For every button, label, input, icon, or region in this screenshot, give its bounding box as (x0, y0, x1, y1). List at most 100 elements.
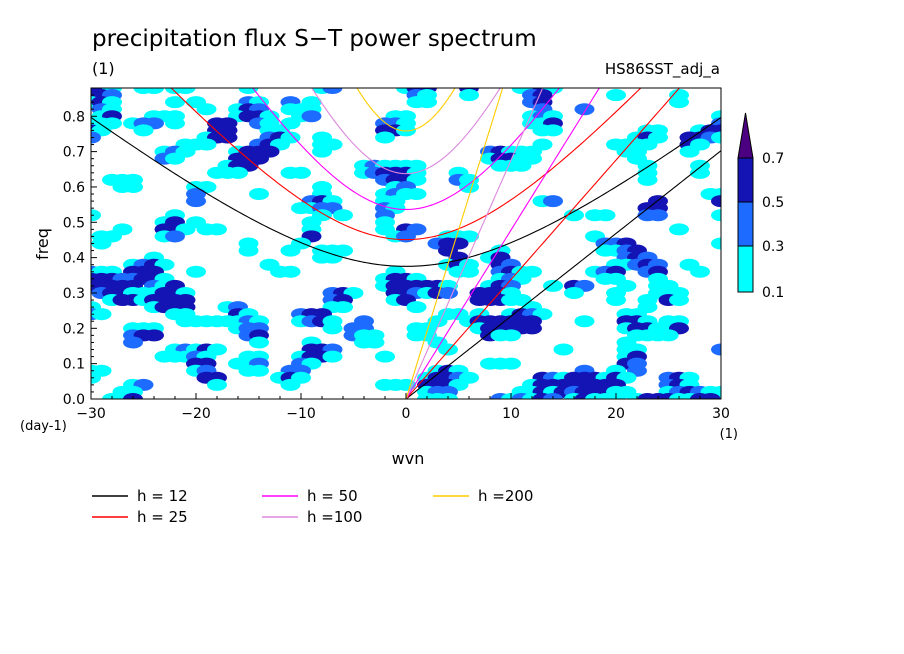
colorbar-arrow (737, 112, 754, 159)
kelvin-curve (405, 150, 721, 399)
x-axis-label: wvn (392, 449, 425, 468)
contour-cell (91, 371, 101, 384)
x-tick-label: −10 (286, 406, 316, 422)
contour-cell (438, 286, 458, 299)
chart-subtitle-left: (1) (92, 59, 115, 78)
contour-cell (459, 89, 479, 102)
colorbar-segment (737, 245, 754, 293)
x-axis: −30 −20 −10 0 10 20 30 (76, 393, 730, 422)
contour-cell (364, 336, 385, 349)
contour-cell (543, 279, 563, 292)
contour-cell (543, 392, 563, 399)
inertia-gravity-curve (170, 88, 642, 241)
contour-cell (690, 265, 710, 278)
x-tick-label: 10 (502, 406, 520, 422)
contour-cell (165, 230, 185, 243)
colorbar-label: 0.7 (762, 151, 784, 167)
contour-cell (133, 124, 154, 137)
contour-cell (711, 237, 721, 250)
y-axis: 0.0 0.1 0.2 0.3 0.4 0.5 0.6 0.7 0.8 (63, 94, 97, 408)
contour-cell (396, 230, 416, 243)
legend-entry: h = 25 (137, 508, 188, 526)
contour-cell (679, 145, 700, 158)
y-tick-label: 0.8 (63, 109, 85, 125)
y-tick-label: 0.2 (63, 321, 85, 337)
contour-cell (91, 209, 101, 222)
inertia-gravity-curve (356, 88, 456, 132)
colorbar-label: 0.1 (762, 285, 784, 301)
contour-cell (165, 152, 185, 165)
inertia-gravity-curve (91, 117, 721, 267)
contour-cell (186, 195, 206, 208)
y-tick-label: 0.7 (63, 145, 85, 161)
contour-cell (238, 244, 259, 257)
contour-cell (543, 124, 563, 137)
contour-cell (543, 195, 563, 208)
legend-entry: h =200 (478, 487, 533, 505)
chart-title: precipitation flux S−T power spectrum (92, 26, 537, 52)
contour-cell (396, 378, 416, 391)
contour-cell (711, 131, 721, 144)
contour-cell (301, 110, 322, 123)
contour-cell (606, 89, 626, 102)
y-tick-label: 0.4 (63, 251, 85, 267)
contour-cell (333, 301, 353, 314)
y-tick-label: 0.0 (63, 392, 85, 408)
chart-subtitle-right: HS86SST_adj_a (605, 60, 720, 79)
colorbar: 0.1 0.3 0.5 0.7 (737, 112, 784, 301)
contour-cell (91, 131, 101, 144)
contour-cell (501, 357, 521, 370)
y-tick-label: 0.1 (63, 357, 85, 373)
contour-cell (459, 265, 479, 278)
contour-cell (438, 343, 458, 356)
contour-cell (196, 138, 217, 151)
contour-cell (322, 350, 343, 363)
contour-cell (291, 166, 311, 179)
contour-cell (123, 392, 143, 399)
contour-cell (574, 315, 595, 328)
contour-cell (207, 378, 227, 391)
x-tick-label: −30 (76, 406, 106, 422)
contour-cell (217, 131, 238, 144)
contour-cell (375, 131, 395, 144)
contour-cell (249, 364, 269, 377)
legend: h = 12 h = 25 h = 50 h =100 h =200 (92, 487, 533, 526)
contour-cell (606, 294, 626, 307)
y-unit-label: (day-1) (20, 419, 67, 434)
legend-entry: h = 12 (137, 487, 188, 505)
contour-cell (564, 209, 584, 222)
kelvin-curve (405, 88, 504, 399)
contour-cell (648, 209, 668, 222)
y-axis-label: freq (33, 228, 52, 260)
contour-cell (438, 392, 458, 399)
contour-cell (459, 180, 479, 193)
contour-cell (375, 350, 395, 363)
y-tick-label: 0.3 (63, 286, 85, 302)
contour-cell (123, 336, 143, 349)
contour-cell (186, 265, 206, 278)
contour-cell (501, 329, 521, 342)
contour-cell (522, 322, 542, 335)
inertia-gravity-curve (252, 88, 560, 211)
kelvin-curve (405, 88, 544, 399)
contour-cell (144, 329, 164, 342)
contour-cell (123, 180, 143, 193)
contour-cell (165, 117, 185, 130)
contour-cell (690, 166, 710, 179)
inertia-gravity-curve (311, 88, 501, 175)
contour-cell (196, 103, 217, 116)
colorbar-label: 0.5 (762, 195, 784, 211)
x-tick-label: 20 (607, 406, 625, 422)
contour-cell (417, 96, 437, 109)
contour-cell (280, 244, 301, 257)
contour-cell (249, 188, 269, 201)
contour-cell (280, 265, 301, 278)
contour-cell (249, 336, 269, 349)
colorbar-segment (737, 157, 754, 203)
y-tick-label: 0.6 (63, 180, 85, 196)
contour-cell (396, 124, 416, 137)
contour-cell (144, 88, 164, 95)
x-tick-label: 0 (402, 406, 411, 422)
contour-cell (228, 166, 248, 179)
